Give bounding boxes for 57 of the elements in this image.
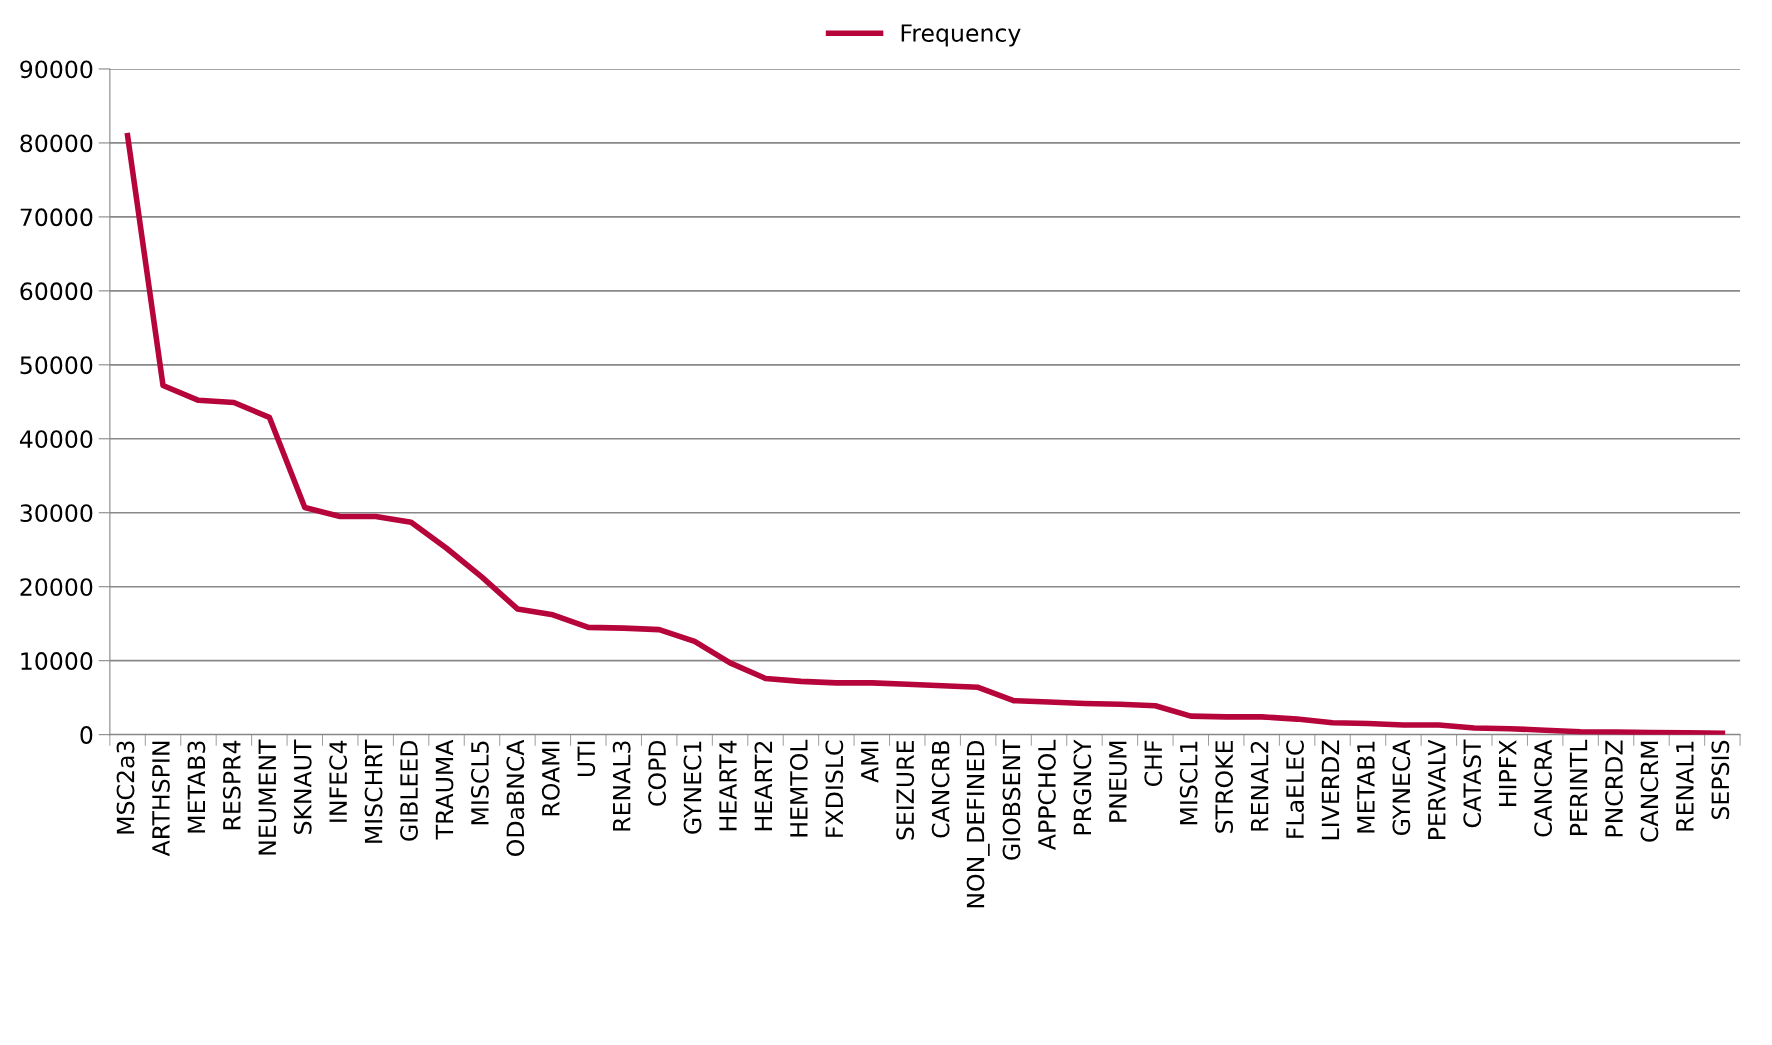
x-tick-label: HEART4 — [719, 740, 737, 831]
x-tick-label: FXDISLC — [825, 740, 844, 837]
x-tick-label: PNCRDZ — [1605, 740, 1623, 837]
x-tick-label: MISCL5 — [470, 741, 489, 825]
x-tick-label: GYNECA — [1392, 739, 1411, 835]
x-tick-label: INFEC4 — [329, 740, 348, 822]
x-tick-label: HEART2 — [754, 741, 773, 831]
x-tick-label: GIOBSENT — [1002, 739, 1021, 860]
y-tick-label: 30000 — [20, 504, 93, 523]
x-tick-label: PRGNCY — [1073, 739, 1092, 835]
x-tick-label: CANCRA — [1534, 739, 1553, 837]
x-tick-label: CANCRB — [931, 741, 950, 838]
x-tick-label: FLaELEC — [1286, 740, 1304, 838]
y-tick-label: 70000 — [20, 208, 93, 227]
x-tick-label: ARTHSPIN — [152, 741, 170, 857]
x-tick-label: NEUMENT — [258, 739, 277, 855]
y-tick-label: 90000 — [20, 60, 93, 79]
x-tick-label: PERVALV — [1428, 739, 1446, 839]
x-tick-label: ODaBNCA — [506, 739, 525, 856]
x-tick-label: UTI — [577, 741, 596, 777]
x-tick-label: SEPSIS — [1711, 740, 1730, 820]
y-tick-label: 80000 — [20, 134, 93, 153]
x-tick-label: APPCHOL — [1038, 739, 1056, 850]
x-tick-label: HIPFX — [1499, 740, 1517, 806]
x-tick-label: CATAST — [1463, 739, 1482, 828]
y-tick-label: 0 — [80, 726, 93, 744]
x-tick-label: LIVERDZ — [1321, 740, 1340, 840]
x-tick-label: METAB1 — [1357, 741, 1375, 833]
x-tick-label: METAB3 — [187, 741, 206, 833]
y-tick-label: 60000 — [20, 282, 93, 301]
x-tick-label: MISCL1 — [1179, 741, 1198, 825]
x-tick-label: MISCHRT — [364, 739, 383, 843]
x-tick-label: MSC2a3 — [116, 741, 135, 834]
x-tick-label: PNEUM — [1109, 741, 1127, 822]
x-tick-label: AMI — [861, 741, 879, 783]
y-tick-label: 40000 — [19, 430, 93, 449]
x-tick-label: CHF — [1144, 740, 1163, 786]
y-tick-label: 10000 — [21, 652, 93, 670]
x-tick-label: COPD — [648, 740, 667, 806]
x-tick-label: STROKE — [1215, 741, 1234, 833]
x-tick-label: GYNEC1 — [683, 741, 702, 834]
x-tick-label: RENAL3 — [612, 741, 631, 831]
x-tick-label: SEIZURE — [896, 741, 915, 840]
x-tick-label: CANCRM — [1640, 741, 1659, 842]
y-tick-label: 50000 — [20, 356, 93, 375]
x-tick-label: RENAL2 — [1250, 741, 1269, 831]
x-tick-label: PERINTL — [1569, 739, 1588, 835]
y-tick-label: 20000 — [20, 578, 93, 597]
x-tick-label: TRAUMA — [435, 739, 454, 840]
x-tick-label: RENAL1 — [1676, 741, 1694, 831]
x-tick-label: NON_DEFINED — [966, 740, 990, 908]
x-tick-label: ROAMI — [541, 741, 560, 816]
x-tick-label: GIBLEED — [400, 740, 418, 841]
x-tick-label: HEMTOL — [789, 739, 808, 837]
legend-label: Frequency — [901, 24, 1021, 47]
x-tick-label: RESPR4 — [222, 740, 241, 830]
x-tick-label: SKNAUT — [293, 739, 312, 834]
